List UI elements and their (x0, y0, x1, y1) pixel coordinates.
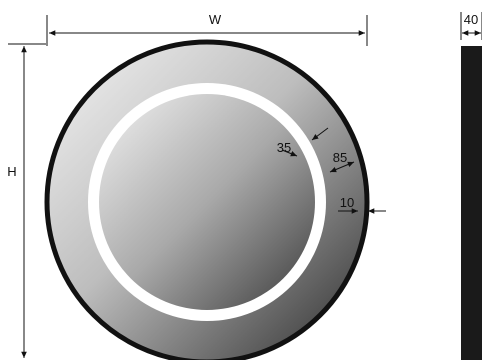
depth-label: 40 (464, 12, 478, 27)
width-dimension: W (46, 12, 368, 46)
side-profile: 40 (460, 12, 482, 360)
ring-inset-dimension: 35 (277, 127, 329, 157)
edge-offset-dimension: 10 (338, 195, 386, 214)
edge-offset-label: 10 (340, 195, 354, 210)
height-dimension: H (7, 43, 46, 358)
ring-inset-label: 35 (277, 140, 291, 155)
ring-width-label: 85 (333, 150, 347, 165)
mirror-inner-glass (99, 94, 315, 310)
height-label: H (7, 164, 16, 179)
round-mirror (44, 39, 370, 360)
width-label: W (209, 12, 222, 27)
side-profile-body (461, 46, 482, 360)
ring-width-dimension: 85 (329, 150, 355, 173)
